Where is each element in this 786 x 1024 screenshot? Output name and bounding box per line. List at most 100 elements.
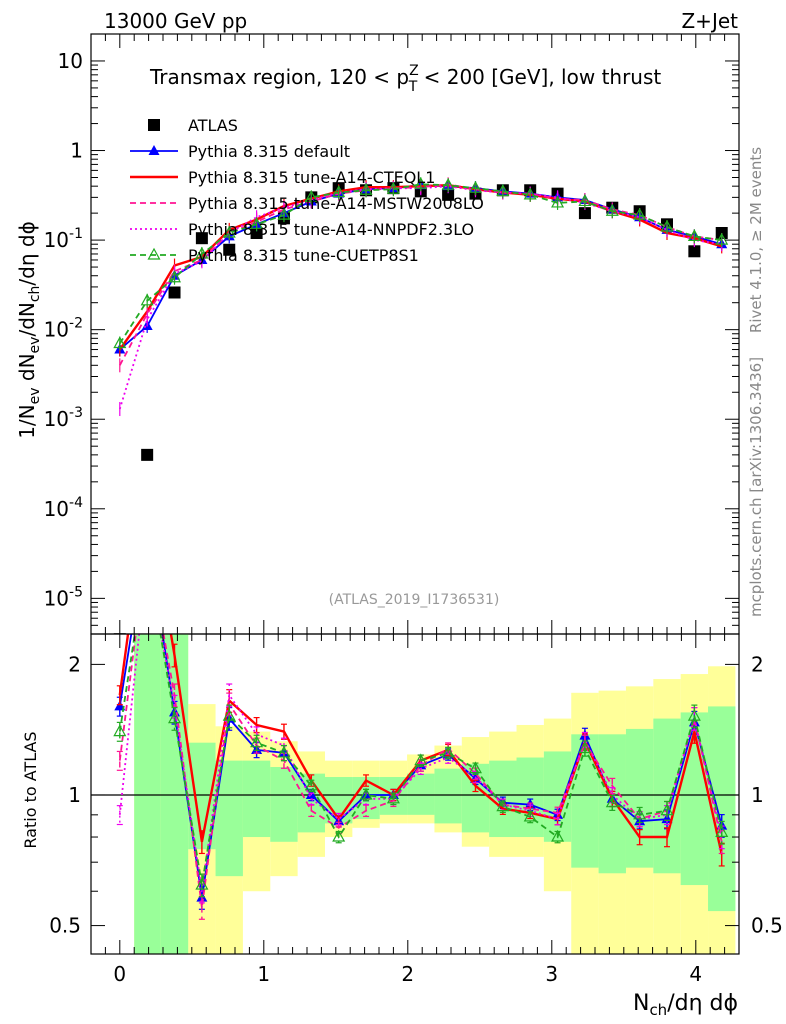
uncertainty-band-green <box>516 757 544 838</box>
y-tick-label-main: 10-1 <box>44 226 83 252</box>
data-point-atlas <box>223 243 236 256</box>
mcplots-label: mcplots.cern.ch [arXiv:1306.3436] <box>747 357 765 617</box>
marker-ratio <box>142 528 153 538</box>
marker-main <box>140 293 154 306</box>
process-label: Z+Jet <box>681 9 738 33</box>
x-tick-label: 4 <box>689 962 702 986</box>
marker-main <box>715 232 729 245</box>
marker-ratio <box>715 825 729 837</box>
y-axis-label-ratio: Ratio to ATLAS <box>21 731 40 848</box>
marker-ratio <box>687 708 701 721</box>
plot-title: Transmax region, 120 < pZ T < 200 [GeV], … <box>149 63 661 95</box>
ratio-plot-area <box>91 528 739 954</box>
y-tick-label-main: 10 <box>58 49 83 73</box>
marker-ratio <box>660 803 674 816</box>
marker-main <box>605 203 619 216</box>
ratio-panel: 2 2 1 1 0.5 0.5 0 1 2 3 4 <box>49 34 783 986</box>
marker-main <box>660 219 674 232</box>
marker-main <box>441 177 455 190</box>
data-point-atlas <box>195 232 208 245</box>
y-tick-label-ratio-right: 0.5 <box>751 914 783 938</box>
y-tick-label-ratio-right: 1 <box>751 783 764 807</box>
marker-main <box>386 181 400 194</box>
y-tick-label-ratio: 0.5 <box>49 914 81 938</box>
legend: ATLAS Pythia 8.315 default Pythia 8.315 tu… <box>130 116 484 265</box>
marker-ratio <box>605 795 619 808</box>
marker-ratio <box>578 741 592 754</box>
marker-main <box>332 185 346 198</box>
y-tick-label-main: 1 <box>70 139 83 163</box>
y-tick-label-main: 10-3 <box>44 405 83 431</box>
uncertainty-band-green <box>653 718 681 874</box>
marker-ratio <box>250 735 264 748</box>
marker-main <box>468 180 482 193</box>
legend-label: Pythia 8.315 tune-A14-NNPDF2.3LO <box>188 220 474 239</box>
y-tick-label-main: 10-4 <box>44 495 84 521</box>
energy-label: 13000 GeV pp <box>104 9 247 33</box>
legend-marker <box>147 247 161 260</box>
legend-label: Pythia 8.315 default <box>188 142 350 161</box>
rivet-version-label: Rivet 4.1.0, ≥ 2M events <box>747 147 765 333</box>
marker-main <box>551 195 565 208</box>
legend-label: ATLAS <box>188 116 238 135</box>
legend-label: Pythia 8.315 tune-CUETP8S1 <box>188 246 419 265</box>
data-point-atlas <box>688 245 701 258</box>
marker-ratio <box>222 708 236 721</box>
uncertainty-band-green <box>434 768 462 824</box>
marker-ratio <box>195 877 209 890</box>
x-axis: 0 1 2 3 4 <box>90 34 740 986</box>
ratio-frame <box>90 633 740 955</box>
y-tick-label-ratio-right: 2 <box>751 652 764 676</box>
y-tick-label-ratio: 2 <box>68 652 81 676</box>
marker-ratio <box>468 761 482 774</box>
uncertainty-band-green <box>242 760 271 838</box>
marker-ratio <box>414 753 428 766</box>
marker-ratio <box>359 787 373 800</box>
marker-main <box>414 177 428 189</box>
marker-main <box>359 183 373 195</box>
main-panel: 10 1 10-1 10-2 10-3 10-4 10-5 Transmax region,… <box>44 33 740 635</box>
x-tick-label: 2 <box>401 962 414 986</box>
marker-main <box>578 194 592 207</box>
marker-main <box>633 207 647 220</box>
marker-main <box>222 225 236 238</box>
data-point-atlas <box>141 448 154 461</box>
data-point-atlas <box>578 207 591 220</box>
ratio-y-axis: 2 2 1 1 0.5 0.5 <box>49 652 783 937</box>
data-point-atlas <box>168 286 181 299</box>
y-tick-label-ratio: 1 <box>68 783 81 807</box>
marker-main <box>195 246 209 259</box>
marker-ratio <box>113 724 127 737</box>
marker-main <box>113 336 127 349</box>
x-tick-label: 0 <box>113 962 126 986</box>
marker-ratio <box>441 745 455 758</box>
marker-ratio <box>551 829 565 842</box>
marker-main <box>523 187 537 200</box>
marker-main <box>687 229 701 241</box>
marker-ratio <box>332 829 346 842</box>
uncertainty-band-green <box>270 767 298 842</box>
data-point-atlas <box>442 188 455 201</box>
marker-ratio <box>304 778 318 791</box>
uncertainty-band-green <box>543 751 572 842</box>
main-plot-area <box>113 177 729 634</box>
y-axis-label-main: 1/Nev dNev/dNch/dη dϕ <box>15 221 43 439</box>
legend-marker-atlas <box>148 119 160 131</box>
uncertainty-band-green <box>625 728 654 868</box>
y-tick-label-main: 10-2 <box>44 316 83 342</box>
marker-ratio <box>523 809 537 822</box>
legend-label: Pythia 8.315 tune-A14-CTEQL1 <box>188 168 435 187</box>
marker-main <box>168 270 182 283</box>
uncertainty-band-green <box>134 634 161 954</box>
marker-ratio <box>142 548 153 558</box>
y-tick-label-main: 10-5 <box>44 584 83 610</box>
series-line-main <box>119 183 722 344</box>
marker-ratio <box>386 791 400 804</box>
legend-label: Pythia 8.315 tune-A14-MSTW2008LO <box>188 194 484 213</box>
data-point-atlas <box>250 227 263 240</box>
x-tick-label: 1 <box>257 962 270 986</box>
uncertainty-band-green <box>407 773 435 815</box>
x-axis-label: Nch/dη dϕ <box>633 991 738 1019</box>
marker-main <box>304 190 318 202</box>
